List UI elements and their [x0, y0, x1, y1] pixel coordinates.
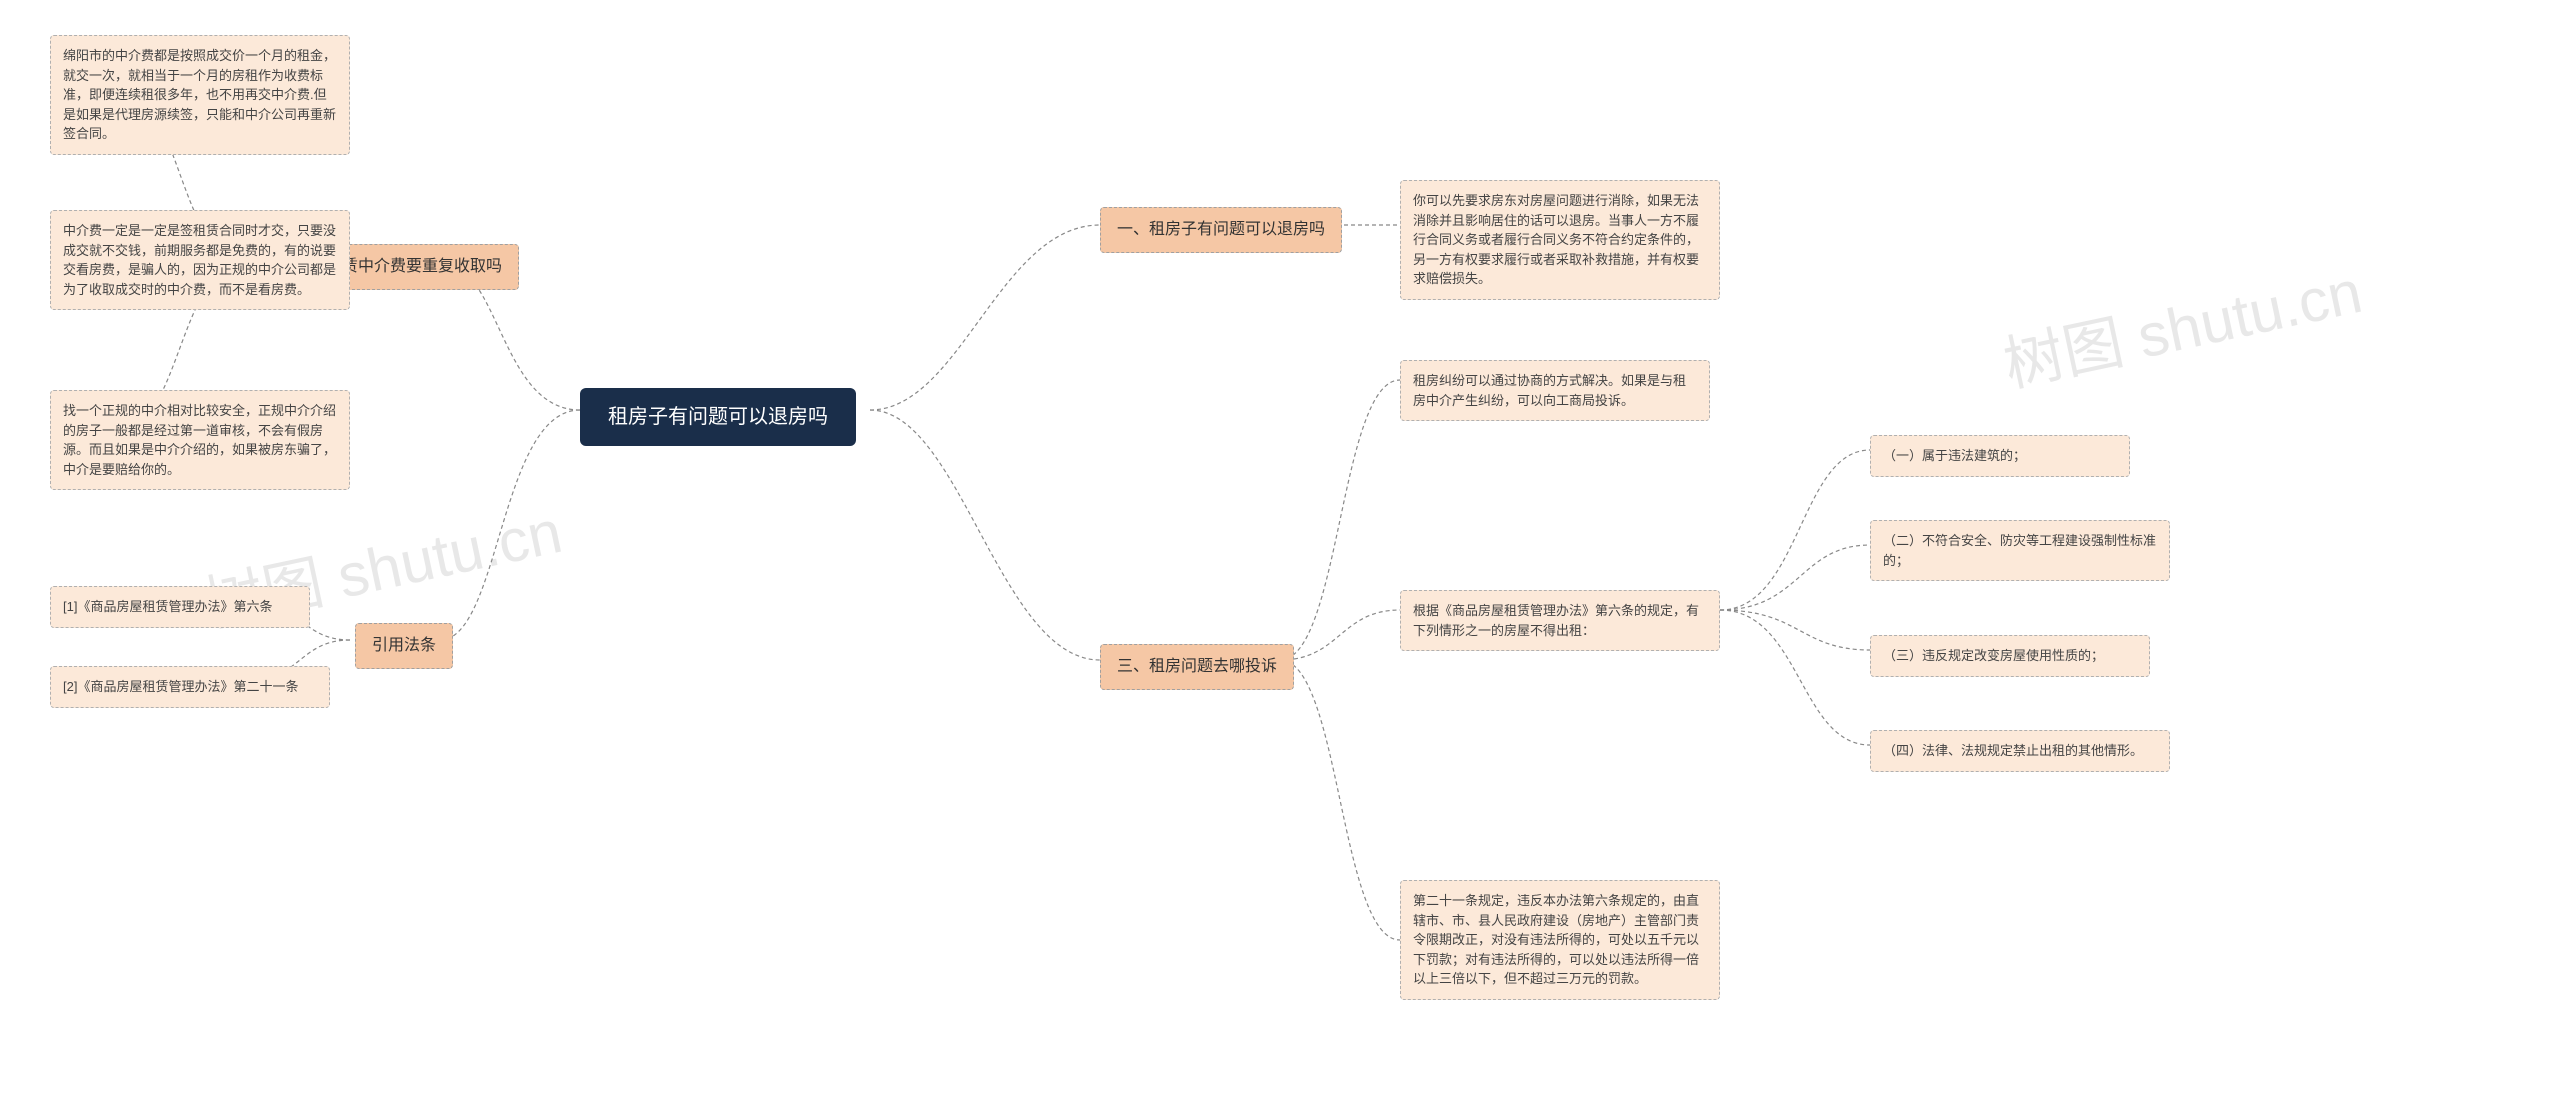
leaf-q3-sub1: （一）属于违法建筑的； [1870, 435, 2130, 477]
leaf-q3-sub2: （二）不符合安全、防灾等工程建设强制性标准的； [1870, 520, 2170, 581]
leaf-q2-l2: 中介费一定是一定是签租赁合同时才交，只要没成交就不交钱，前期服务都是免费的，有的… [50, 210, 350, 310]
branch-references[interactable]: 引用法条 [355, 623, 453, 669]
leaf-ref-2: [2]《商品房屋租赁管理办法》第二十一条 [50, 666, 330, 708]
leaf-q3-sub4: （四）法律、法规规定禁止出租的其他情形。 [1870, 730, 2170, 772]
leaf-q3-l2: 根据《商品房屋租赁管理办法》第六条的规定，有下列情形之一的房屋不得出租： [1400, 590, 1720, 651]
leaf-q3-l1: 租房纠纷可以通过协商的方式解决。如果是与租房中介产生纠纷，可以向工商局投诉。 [1400, 360, 1710, 421]
leaf-q2-l3: 找一个正规的中介相对比较安全，正规中介介绍的房子一般都是经过第一道审核，不会有假… [50, 390, 350, 490]
leaf-q3-l3: 第二十一条规定，违反本办法第六条规定的，由直辖市、市、县人民政府建设（房地产）主… [1400, 880, 1720, 1000]
leaf-q2-l1: 绵阳市的中介费都是按照成交价一个月的租金，就交一次，就相当于一个月的房租作为收费… [50, 35, 350, 155]
root-node[interactable]: 租房子有问题可以退房吗 [580, 388, 856, 446]
connector-lines [0, 0, 2560, 1111]
leaf-q3-sub3: （三）违反规定改变房屋使用性质的； [1870, 635, 2150, 677]
branch-q3[interactable]: 三、租房问题去哪投诉 [1100, 644, 1294, 690]
leaf-ref-1: [1]《商品房屋租赁管理办法》第六条 [50, 586, 310, 628]
branch-q1[interactable]: 一、租房子有问题可以退房吗 [1100, 207, 1342, 253]
leaf-q1-content: 你可以先要求房东对房屋问题进行消除，如果无法消除并且影响居住的话可以退房。当事人… [1400, 180, 1720, 300]
watermark: 树图 shutu.cn [1995, 243, 2369, 404]
